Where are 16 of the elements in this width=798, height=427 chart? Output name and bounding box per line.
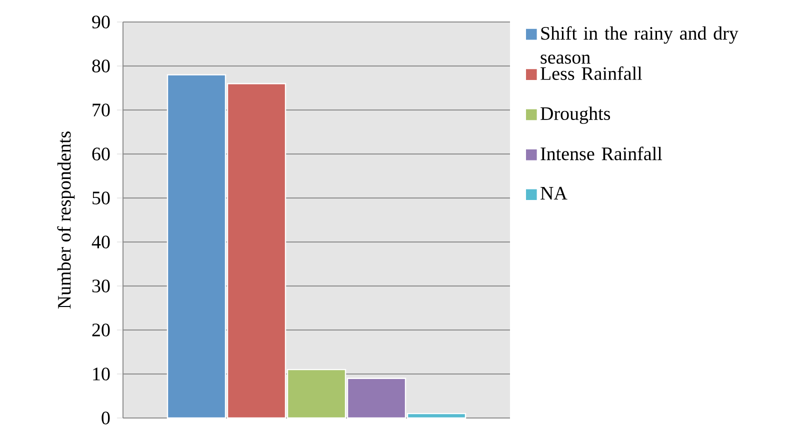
y-tick-label: 30 bbox=[92, 280, 110, 292]
legend-label: Droughts bbox=[540, 106, 610, 124]
y-axis-title: Number of respondents bbox=[57, 132, 75, 309]
y-tick-label: 10 bbox=[93, 368, 110, 380]
legend-label: Less Rainfall bbox=[540, 66, 642, 80]
y-tick-label: 40 bbox=[92, 236, 110, 248]
y-tick-label: 60 bbox=[92, 148, 110, 160]
y-tick-label: 90 bbox=[92, 16, 110, 28]
y-tick-label: 70 bbox=[92, 104, 110, 116]
legend-label: Shift in the rainy and dry season bbox=[540, 26, 738, 64]
y-tick-label: 50 bbox=[92, 192, 110, 204]
legend-label: Intense Rainfall bbox=[540, 146, 662, 160]
y-tick-label: 0 bbox=[102, 412, 110, 424]
y-tick-label: 20 bbox=[92, 324, 110, 336]
y-tick-label: 80 bbox=[92, 60, 110, 72]
legend-label: NA bbox=[540, 186, 568, 200]
